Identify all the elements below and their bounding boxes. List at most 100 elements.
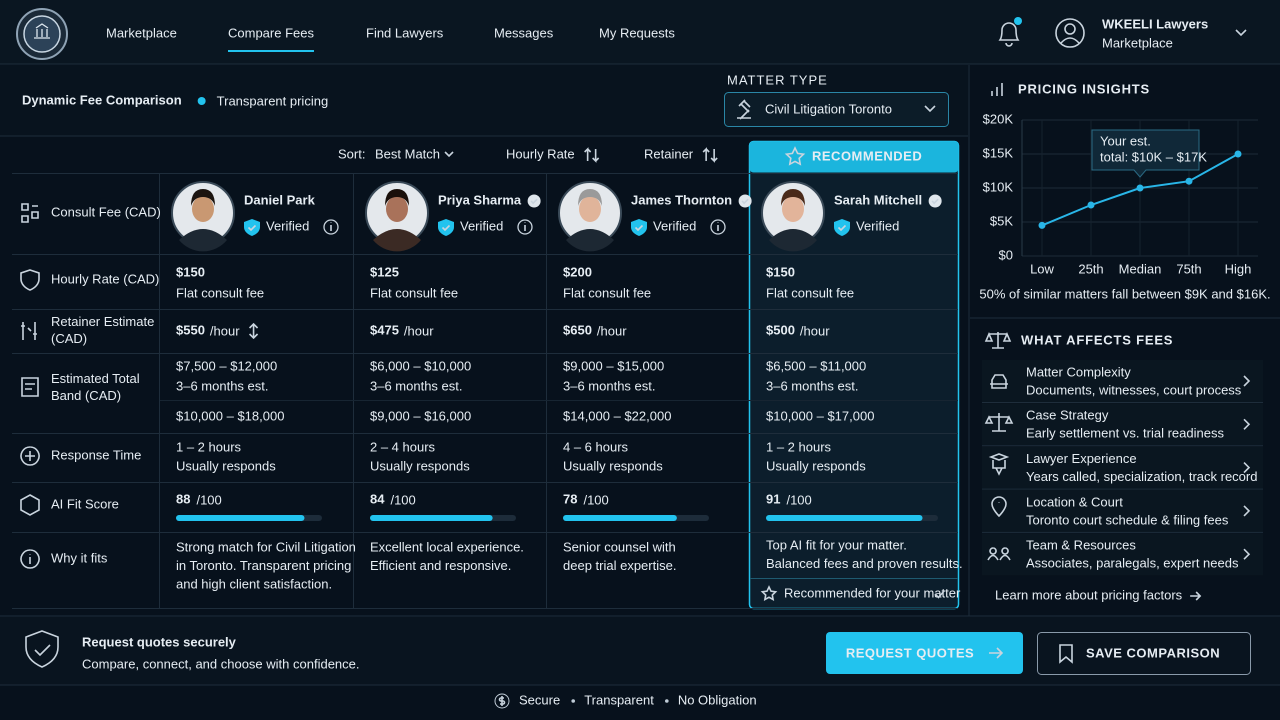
- why-it-fits: Strong match for Civil Litigation: [176, 539, 356, 554]
- factor-item[interactable]: [982, 533, 1263, 576]
- factor-icon: [988, 453, 1010, 476]
- sort-column[interactable]: Hourly Rate: [506, 146, 575, 161]
- request-quotes-button[interactable]: [826, 632, 1023, 674]
- row-label: (CAD): [51, 331, 87, 346]
- sort-arrows-icon: [702, 147, 718, 163]
- sort-chevron: [444, 151, 454, 158]
- info-icon[interactable]: [323, 219, 339, 235]
- consult-note: Flat consult fee: [766, 285, 854, 300]
- retainer-estimate: $9,000 – $15,000: [563, 358, 664, 373]
- price-point: [1185, 177, 1193, 185]
- y-tick-label: $10K: [983, 179, 1014, 194]
- factor-icon: [987, 547, 1011, 561]
- x-tick-label: 25th: [1078, 261, 1103, 276]
- gavel-icon: [737, 99, 751, 120]
- star-icon: [760, 585, 778, 601]
- sort-column[interactable]: Retainer: [644, 146, 694, 161]
- retainer-note: 3–6 months est.: [563, 378, 656, 393]
- footer-badge: Secure: [519, 692, 560, 707]
- info-icon[interactable]: [710, 219, 726, 235]
- consult-fee: $200: [563, 264, 592, 279]
- total-band: $10,000 – $18,000: [176, 408, 284, 423]
- user-avatar-icon[interactable]: [1055, 18, 1085, 48]
- row-icon: [20, 549, 40, 569]
- price-point: [1038, 221, 1046, 229]
- nav-link[interactable]: My Requests: [599, 25, 675, 40]
- why-it-fits: Efficient and responsive.: [370, 558, 511, 573]
- secure-icon: [494, 693, 510, 709]
- account-chevron[interactable]: [1235, 29, 1247, 37]
- recommended-note: Recommended for your matter: [784, 585, 961, 600]
- ai-fit-score: 78: [563, 491, 577, 506]
- avatar-hair: [781, 189, 805, 206]
- check: [837, 224, 847, 232]
- verified-badge: [244, 219, 260, 236]
- annotation: Your est.: [1100, 133, 1151, 148]
- bookmark-icon: [1059, 644, 1073, 664]
- arrow: [1190, 591, 1202, 601]
- lawyer-name: Daniel Park: [244, 192, 316, 207]
- factor-item[interactable]: [982, 403, 1263, 446]
- check: [934, 589, 946, 599]
- retainer-estimate: $6,000 – $10,000: [370, 358, 471, 373]
- row-icon: [21, 203, 39, 223]
- total-band: $10,000 – $17,000: [766, 408, 874, 423]
- chevron: [1243, 505, 1251, 517]
- nav-link[interactable]: Marketplace: [106, 25, 177, 40]
- recommended-label: RECOMMENDED: [812, 148, 922, 163]
- bell-icon[interactable]: [998, 17, 1022, 47]
- button-label[interactable]: SAVE COMPARISON: [1086, 645, 1220, 660]
- save-comparison-button[interactable]: [1037, 632, 1251, 675]
- factor-description: Toronto court schedule & filing fees: [1026, 512, 1229, 527]
- retainer-note: 3–6 months est.: [370, 378, 463, 393]
- info-icon[interactable]: [517, 219, 533, 235]
- factor-item[interactable]: [982, 489, 1263, 532]
- y-tick-label: $20K: [983, 111, 1014, 126]
- response-note: Usually responds: [370, 458, 470, 473]
- scales-icon: [984, 331, 1012, 349]
- hourly-rate: $475: [370, 322, 399, 337]
- row-label: AI Fit Score: [51, 496, 119, 511]
- matter-type-dropdown[interactable]: [724, 92, 949, 127]
- chart-note: 50% of similar matters fall between $9K …: [979, 286, 1270, 301]
- factor-item[interactable]: [982, 446, 1263, 489]
- row-icon: [21, 322, 37, 340]
- x-tick-label: 75th: [1176, 261, 1201, 276]
- y-tick-label: $5K: [990, 213, 1013, 228]
- factor-description: Associates, paralegals, expert needs: [1026, 556, 1239, 571]
- factor-item[interactable]: [982, 360, 1263, 402]
- why-it-fits: Top AI fit for your matter.: [766, 537, 907, 552]
- avatar-hair: [578, 189, 602, 206]
- link[interactable]: Learn more about pricing factors: [995, 587, 1183, 602]
- dropdown-chevron: [924, 105, 936, 113]
- row-label: Retainer Estimate: [51, 314, 154, 329]
- nav-link[interactable]: Compare Fees: [228, 25, 314, 40]
- verified-label: Verified: [460, 218, 503, 233]
- verified-badge: [631, 219, 647, 236]
- brand-subtitle: Marketplace: [1102, 35, 1173, 50]
- button-label[interactable]: REQUEST QUOTES: [846, 645, 974, 660]
- factor-description: Years called, specialization, track reco…: [1026, 469, 1257, 484]
- ai-fit-score: 84: [370, 491, 385, 506]
- factor-title: Team & Resources: [1026, 538, 1136, 553]
- footer-badge: No Obligation: [678, 692, 757, 707]
- sort-value[interactable]: Best Match: [375, 146, 440, 161]
- hourly-rate: $550: [176, 322, 205, 337]
- star-icon: [784, 146, 806, 166]
- verified-label: Verified: [266, 218, 309, 233]
- sort-arrows-icon: [584, 147, 600, 163]
- logo[interactable]: [16, 8, 68, 60]
- lawyer-name: Sarah Mitchell: [834, 192, 922, 207]
- nav-link[interactable]: Find Lawyers: [366, 25, 444, 40]
- brand-name: WKEELI Lawyers: [1102, 16, 1208, 31]
- score-scale: /100: [786, 492, 811, 507]
- check: [931, 198, 939, 205]
- factor-icon: [991, 496, 1007, 518]
- page-title: Dynamic Fee Comparison: [22, 92, 182, 107]
- why-it-fits: Excellent local experience.: [370, 539, 524, 554]
- nav-link[interactable]: Messages: [494, 25, 554, 40]
- consult-note: Flat consult fee: [176, 285, 264, 300]
- separator-dot: [665, 699, 669, 703]
- y-tick-label: $0: [999, 247, 1013, 262]
- row-label: Hourly Rate (CAD): [51, 271, 159, 286]
